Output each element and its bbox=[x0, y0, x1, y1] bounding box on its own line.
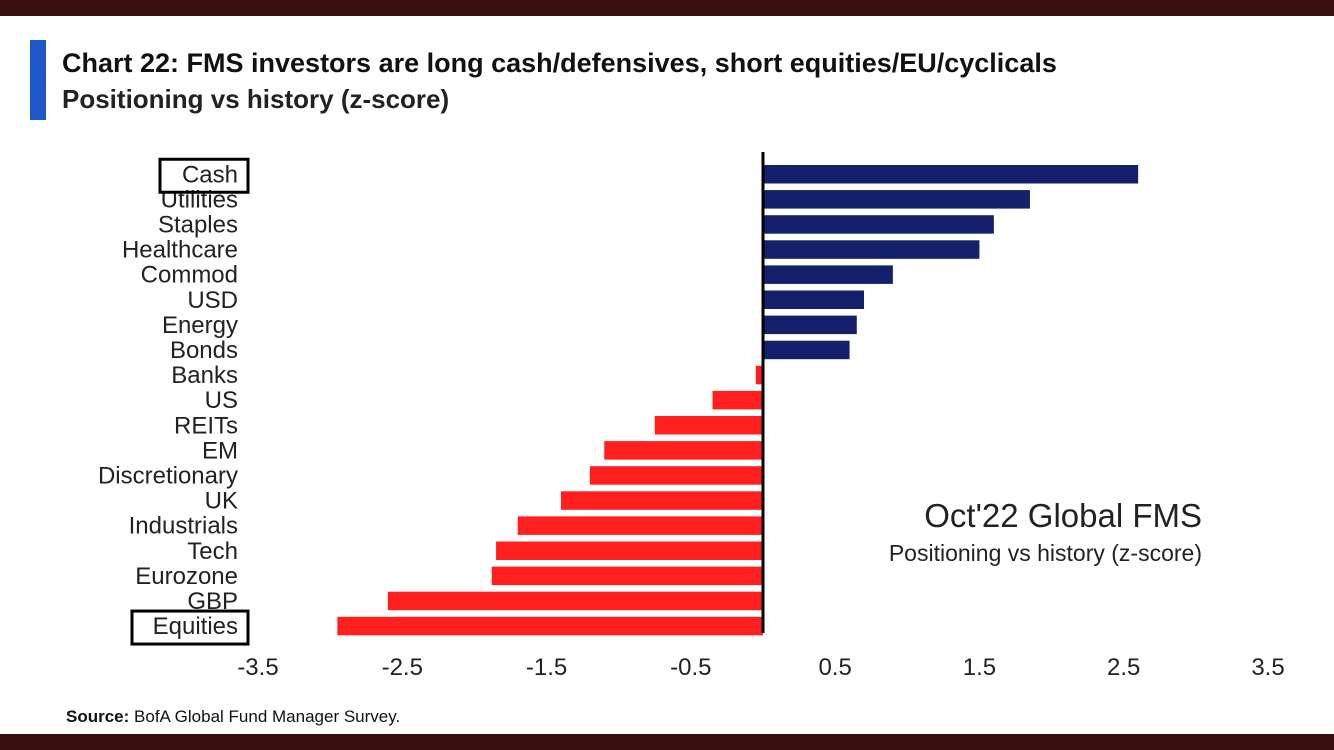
bar-eurozone bbox=[491, 566, 763, 586]
bar-chart: CashUtilitiesStaplesHealthcareCommodUSDE… bbox=[98, 152, 1285, 681]
category-label-utilities: Utilities bbox=[161, 186, 238, 213]
highlight-boxes-group bbox=[130, 157, 250, 646]
bar-bonds bbox=[763, 340, 850, 360]
title-accent-bar bbox=[30, 40, 46, 120]
x-tick-label: -3.5 bbox=[237, 654, 278, 681]
category-label-banks: Banks bbox=[171, 362, 238, 389]
bar-utilities bbox=[763, 190, 1030, 209]
category-label-us: US bbox=[205, 387, 238, 414]
top-frame-border bbox=[0, 0, 1334, 16]
category-label-eurozone: Eurozone bbox=[135, 563, 238, 590]
bar-gbp bbox=[387, 591, 763, 611]
bars-group bbox=[337, 165, 1139, 636]
category-label-bonds: Bonds bbox=[170, 337, 238, 364]
category-label-cash: Cash bbox=[182, 161, 238, 188]
bar-banks bbox=[755, 365, 763, 385]
category-label-staples: Staples bbox=[158, 211, 238, 238]
x-tick-label: -1.5 bbox=[526, 654, 567, 681]
chart-title: Chart 22: FMS investors are long cash/de… bbox=[62, 48, 1057, 78]
category-label-uk: UK bbox=[205, 488, 238, 515]
category-label-commod: Commod bbox=[141, 262, 238, 289]
category-label-em: EM bbox=[202, 437, 238, 464]
category-label-industrials: Industrials bbox=[129, 513, 238, 540]
x-tick-label: 3.5 bbox=[1251, 654, 1284, 681]
bottom-frame-border bbox=[0, 734, 1334, 750]
highlight-box-equities bbox=[130, 609, 250, 646]
bar-em bbox=[604, 441, 763, 460]
x-tick-label: 2.5 bbox=[1107, 654, 1140, 681]
bar-energy bbox=[763, 315, 857, 335]
bar-discretionary bbox=[589, 466, 763, 485]
bar-usd bbox=[763, 290, 864, 309]
category-label-discretionary: Discretionary bbox=[98, 462, 238, 489]
bar-us bbox=[712, 390, 763, 410]
x-tick-label: 1.5 bbox=[963, 654, 996, 681]
x-tick-label: 0.5 bbox=[818, 654, 851, 681]
category-label-tech: Tech bbox=[187, 538, 238, 565]
source-label: Source: bbox=[66, 707, 130, 726]
bar-healthcare bbox=[763, 240, 980, 259]
category-label-energy: Energy bbox=[162, 312, 238, 339]
bar-cash bbox=[763, 165, 1139, 184]
category-label-usd: USD bbox=[187, 287, 238, 314]
bar-tech bbox=[496, 541, 763, 560]
highlight-box-cash bbox=[158, 157, 250, 194]
annotation-subtitle: Positioning vs history (z-score) bbox=[889, 540, 1202, 566]
bar-uk bbox=[561, 491, 763, 510]
chart-subtitle: Positioning vs history (z-score) bbox=[62, 84, 450, 114]
bar-reits bbox=[654, 416, 763, 435]
x-tick-label: -0.5 bbox=[670, 654, 711, 681]
x-tick-label: -2.5 bbox=[382, 654, 423, 681]
category-label-reits: REITs bbox=[174, 412, 238, 439]
bar-industrials bbox=[517, 516, 763, 535]
annotation-title: Oct'22 Global FMS bbox=[924, 497, 1202, 534]
category-label-equities: Equities bbox=[153, 613, 238, 640]
source-text: BofA Global Fund Manager Survey. bbox=[134, 707, 401, 726]
bar-staples bbox=[763, 215, 994, 234]
source-note: Source: BofA Global Fund Manager Survey. bbox=[66, 707, 400, 727]
category-label-healthcare: Healthcare bbox=[122, 237, 238, 264]
bar-commod bbox=[763, 265, 893, 284]
x-tick-labels-group: -3.5 -2.5 -1.5 -0.5 0.5 1.5 2.5 3.5 bbox=[237, 654, 1284, 681]
category-labels-group: CashUtilitiesStaplesHealthcareCommodUSDE… bbox=[98, 161, 238, 640]
bar-equities bbox=[337, 616, 763, 636]
